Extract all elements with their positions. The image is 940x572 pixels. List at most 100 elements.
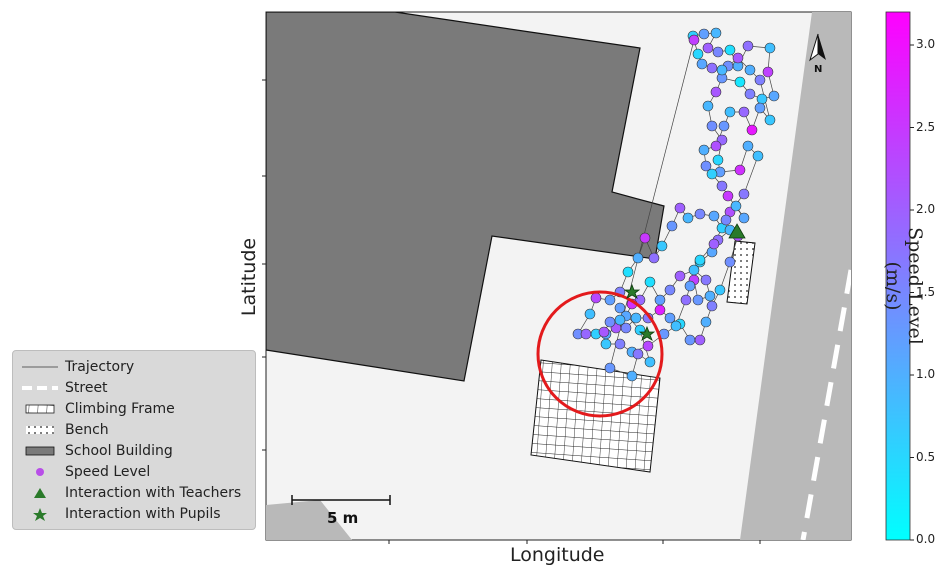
speed-point (700, 316, 712, 328)
pupil-interaction-marker (638, 325, 656, 341)
street-dash-icon (19, 380, 61, 396)
speed-point (642, 340, 654, 352)
speed-point (654, 294, 666, 306)
speed-point (706, 300, 718, 312)
legend-item-trajectory: Trajectory (19, 356, 134, 378)
colorbar-title: Speed Level (m/s) (882, 227, 926, 345)
legend-label: Bench (65, 422, 109, 438)
highlight-circle (536, 290, 664, 418)
speed-point (742, 40, 754, 52)
legend: Trajectory Street Climbing Frame Bench S… (12, 350, 256, 530)
trajectory-line-icon (19, 359, 61, 375)
colorbar-tick-label: 3.0 (916, 37, 936, 51)
speed-point (674, 270, 686, 282)
speed-point (630, 312, 642, 324)
speed-point (598, 326, 610, 338)
speed-point (724, 44, 736, 56)
speed-point (694, 254, 706, 266)
street-dashes (800, 269, 851, 540)
legend-item-climbing-frame: Climbing Frame (19, 398, 175, 420)
colorbar-tick-label: 0.5 (916, 449, 936, 464)
speed-point (684, 280, 696, 292)
legend-item-speed-level: Speed Level (19, 461, 150, 483)
speed-point (718, 120, 730, 132)
speed-point (600, 338, 612, 350)
speed-point (712, 154, 724, 166)
colorbar-tick-label: 0.0 (916, 532, 936, 546)
scale-bar-label: 5 m (327, 509, 359, 527)
legend-label: Interaction with Teachers (65, 485, 242, 501)
speed-point (692, 48, 704, 60)
speed-point (716, 180, 728, 192)
speed-point (720, 214, 732, 226)
speed-point (742, 140, 754, 152)
speed-point (744, 88, 756, 100)
speed-point (632, 348, 644, 360)
speed-point (664, 284, 676, 296)
speed-point (694, 334, 706, 346)
speed-point (708, 238, 720, 250)
speed-point (674, 202, 686, 214)
speed-point (706, 168, 718, 180)
speed-point (700, 274, 712, 286)
speed-point (752, 150, 764, 162)
y-axis-label: Latitude (238, 237, 260, 317)
speed-point (714, 284, 726, 296)
legend-item-pupils: Interaction with Pupils (19, 503, 221, 525)
speed-point (584, 308, 596, 320)
speed-point (684, 334, 696, 346)
speed-point (710, 27, 722, 39)
street-band (740, 12, 851, 540)
speed-point (644, 356, 656, 368)
speed-point (604, 294, 616, 306)
speed-point (704, 290, 716, 302)
speed-point (716, 64, 728, 76)
speed-point (614, 314, 626, 326)
speed-point (738, 106, 750, 118)
speed-point (734, 76, 746, 88)
colorbar-tick-label: 2.5 (916, 119, 936, 134)
speed-point (710, 86, 722, 98)
colorbar (885, 11, 911, 541)
speed-point (712, 46, 724, 58)
bench (726, 240, 756, 305)
legend-item-teachers: Interaction with Teachers (19, 482, 241, 504)
circle-icon (19, 464, 61, 480)
speed-point (702, 100, 714, 112)
speed-point (680, 294, 692, 306)
triangle-icon (19, 485, 61, 501)
speed-point (724, 106, 736, 118)
speed-point (688, 34, 700, 46)
speed-point (706, 120, 718, 132)
speed-point (702, 42, 714, 54)
y-axis-ticks (262, 79, 266, 451)
colorbar-ticks (910, 44, 914, 541)
colorbar-tick-label: 1.0 (916, 367, 936, 381)
speed-point (724, 256, 736, 268)
speed-point (692, 294, 704, 306)
speed-point (654, 304, 666, 316)
grid-icon (19, 401, 61, 417)
speed-point (688, 264, 700, 276)
speed-point (710, 140, 722, 152)
speed-point (620, 322, 632, 334)
school-building (266, 12, 665, 382)
speed-point (626, 370, 638, 382)
speed-point (656, 240, 668, 252)
speed-point (734, 164, 746, 176)
speed-point (706, 62, 718, 74)
speed-point (614, 302, 626, 314)
speed-point (756, 93, 768, 105)
speed-point (732, 52, 744, 64)
speed-point (738, 212, 750, 224)
colorbar-tick-label: 2.0 (916, 202, 936, 216)
speed-point (698, 144, 710, 156)
speed-point (698, 28, 710, 40)
speed-point (580, 328, 592, 340)
legend-label: Interaction with Pupils (65, 506, 221, 522)
north-arrow-icon (809, 33, 826, 62)
speed-point (632, 252, 644, 264)
speed-point (604, 316, 616, 328)
